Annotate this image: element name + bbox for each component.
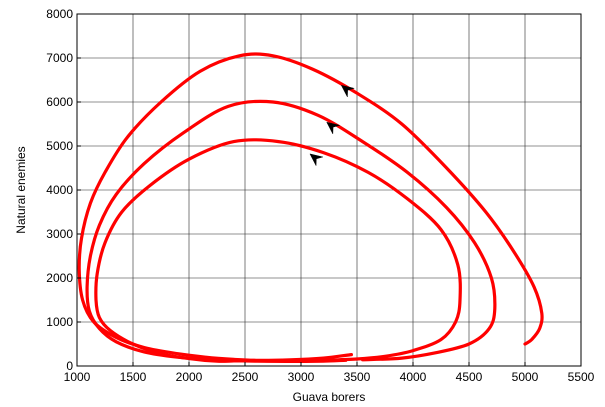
y-axis-label: Natural enemies	[14, 146, 28, 233]
x-tick-label: 2500	[232, 370, 259, 384]
x-tick-label: 1000	[64, 370, 91, 384]
y-tick-label: 1000	[46, 315, 73, 329]
direction-arrow	[340, 84, 356, 98]
y-tick-label: 8000	[46, 7, 73, 21]
direction-arrow	[309, 153, 324, 167]
y-tick-label: 2000	[46, 271, 73, 285]
y-tick-label: 6000	[46, 95, 73, 109]
x-tick-label: 3500	[344, 370, 371, 384]
direction-arrow	[326, 121, 341, 135]
y-tick-label: 5000	[46, 139, 73, 153]
orbit-line-2	[85, 99, 497, 363]
x-tick-label: 4000	[400, 370, 427, 384]
x-tick-label: 2000	[176, 370, 203, 384]
y-axis-ticks: 0 1000 2000 3000 4000 5000 6000 7000 8000	[46, 7, 81, 373]
x-axis-label: Guava borers	[293, 390, 366, 404]
orbit-line-3	[77, 52, 544, 362]
x-axis-ticks: 1000 1500 2000 2500 3000 3500 4000 4500 5000 5500	[64, 362, 595, 384]
y-tick-label: 0	[66, 359, 73, 373]
y-tick-label: 3000	[46, 227, 73, 241]
x-tick-label: 3000	[288, 370, 315, 384]
x-tick-label: 5000	[512, 370, 539, 384]
grid-lines	[77, 14, 581, 366]
x-tick-label: 1500	[120, 370, 147, 384]
y-tick-label: 4000	[46, 183, 73, 197]
direction-arrows	[309, 84, 356, 167]
x-tick-label: 5500	[568, 370, 595, 384]
orbit-curves	[77, 52, 544, 363]
x-tick-label: 4500	[456, 370, 483, 384]
y-tick-label: 7000	[46, 51, 73, 65]
